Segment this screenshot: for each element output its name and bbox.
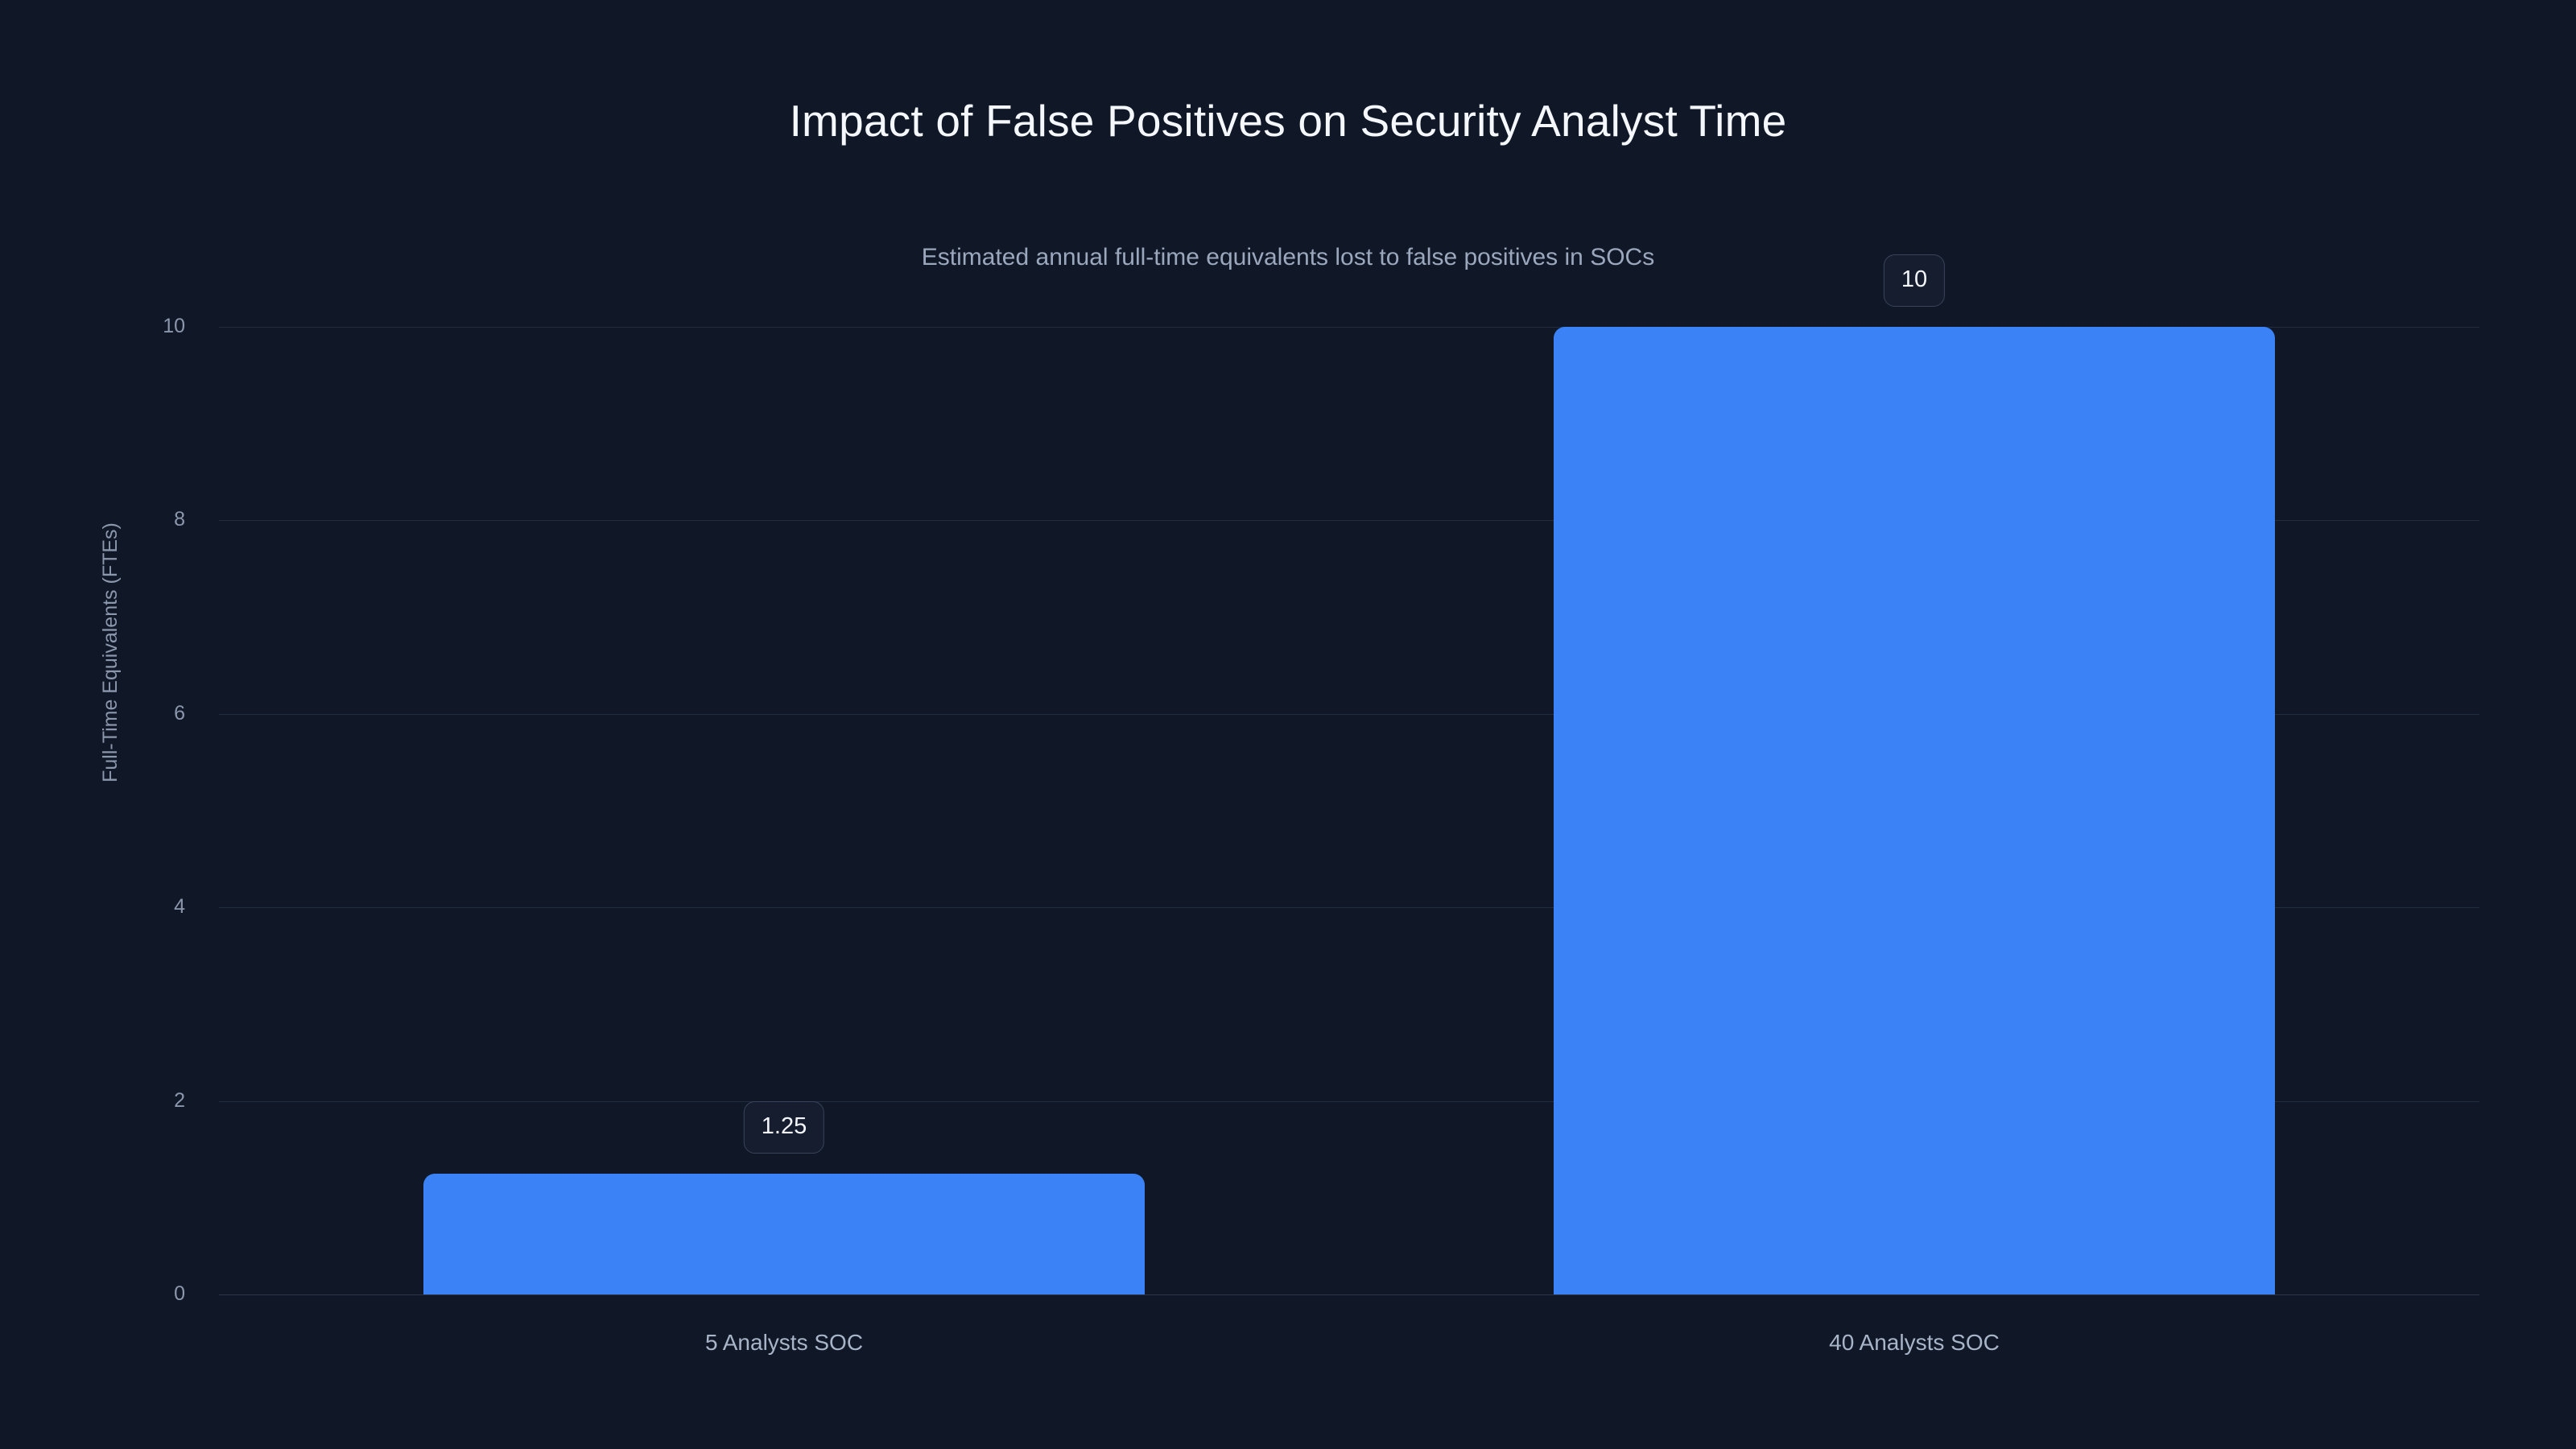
gridline: [219, 327, 2479, 328]
bar[interactable]: [1554, 327, 2275, 1294]
y-axis-title-text: Full-Time Equivalents (FTEs): [98, 522, 122, 782]
bar-value-badge: 1.25: [743, 1100, 825, 1154]
gridline: [219, 907, 2479, 909]
bar[interactable]: [423, 1173, 1145, 1294]
bar-value-badge: 10: [1883, 254, 1946, 307]
y-axis-tick-label: 4: [174, 895, 185, 919]
plot-area: [219, 327, 2479, 1295]
y-axis-tick-label: 0: [174, 1282, 185, 1305]
gridline: [219, 520, 2479, 522]
y-axis-tick-label: 8: [174, 508, 185, 531]
chart-title: Impact of False Positives on Security An…: [789, 96, 1787, 146]
chart-subtitle: Estimated annual full-time equivalents l…: [921, 244, 1655, 270]
gridline: [219, 1100, 2479, 1102]
x-axis-tick-label: 40 Analysts SOC: [1829, 1330, 2000, 1355]
y-axis-tick-label: 2: [174, 1088, 185, 1112]
gridline: [219, 713, 2479, 715]
x-axis-tick-label: 5 Analysts SOC: [704, 1330, 864, 1355]
y-axis-tick-label: 6: [174, 701, 185, 724]
gridline: [219, 1294, 2479, 1295]
y-axis-tick-label: 10: [163, 315, 185, 337]
